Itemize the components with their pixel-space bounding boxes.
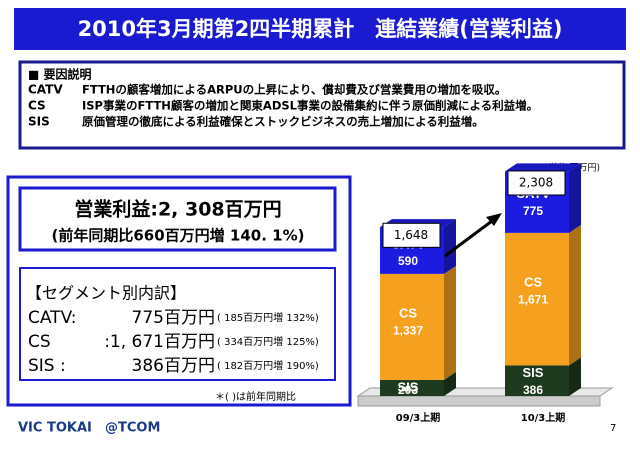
summary-sub: (前年同期比660百万円増 140. 1%): [52, 227, 305, 245]
segment-name: SIS :: [28, 356, 66, 376]
segment-name: CATV:: [28, 308, 77, 328]
bar-side: [444, 265, 456, 380]
segment-change: ( 182百万円増 190%): [217, 359, 319, 372]
segment-heading: 【セグメント別内訳】: [26, 284, 186, 303]
bar-segment: [380, 273, 444, 380]
factor-text: FTTHの顧客増加によるARPUの上昇により、償却費及び営業費用の増加を吸収。: [82, 83, 506, 97]
bar-side: [444, 371, 456, 396]
company: VIC TOKAI: [18, 421, 92, 436]
bar-segment: [505, 232, 569, 366]
bar-side: [569, 163, 581, 233]
segment-name: SIS: [398, 379, 419, 394]
segment-name: CS: [524, 275, 542, 290]
page-number: 7: [610, 423, 616, 434]
summary-main: 営業利益:2, 308百万円: [74, 198, 281, 221]
value-label: 1,337: [393, 323, 423, 337]
value-label: 203: [398, 383, 418, 397]
segment-value: :1, 671百万円: [104, 332, 215, 352]
factor-box: [18, 60, 626, 150]
segment-box: [19, 267, 336, 381]
title: 2010年3月期第2四半期累計 連結業績(営業利益): [78, 17, 563, 41]
x-tick-label: 09/3上期: [396, 411, 441, 424]
segment-value: 386百万円: [132, 356, 215, 376]
bar-side: [444, 219, 456, 274]
factor-text: ISP事業のFTTH顧客の増加と関東ADSL事業の設備集約に伴う原価削減による利…: [82, 99, 538, 113]
segment-name: CS: [399, 306, 417, 321]
segment-change: ( 185百万円増 132%): [217, 311, 319, 324]
segment-name: CS: [28, 332, 51, 352]
segment-value: 775百万円: [132, 308, 215, 328]
x-tick-label: 10/3上期: [521, 411, 566, 424]
total-label: 2,308: [519, 175, 553, 189]
segment-note: ＊( )は前年同期比: [215, 390, 296, 403]
summary-box: [18, 186, 337, 252]
segment-name: SIS: [523, 365, 544, 380]
factor-label: CS: [28, 99, 46, 113]
bar-top: [505, 163, 581, 172]
factor-label: CATV: [28, 83, 63, 97]
value-label: 386: [523, 383, 543, 397]
bar-side: [569, 224, 581, 366]
factor-label: SIS: [28, 115, 50, 129]
factor-text: 原価管理の徹底による利益確保とストックビジネスの売上増加による利益増。: [82, 115, 484, 129]
growth-arrow: [444, 216, 497, 258]
title-banner: [14, 8, 626, 50]
floor-front: [357, 395, 601, 407]
total-box: [382, 222, 441, 248]
bar-segment: [380, 379, 444, 396]
segment-change: ( 334百万円増 125%): [217, 335, 319, 348]
arrow-head: [486, 213, 502, 226]
value-label: 590: [398, 254, 418, 268]
bar-side: [569, 357, 581, 396]
total-label: 1,648: [394, 228, 428, 242]
value-label: 775: [523, 204, 543, 218]
factor-heading: ■ 要因説明: [28, 67, 92, 82]
total-box: [507, 170, 566, 196]
value-label: 1,671: [518, 292, 548, 306]
bar-segment: [505, 365, 569, 396]
brand: @TCOM: [105, 421, 160, 436]
